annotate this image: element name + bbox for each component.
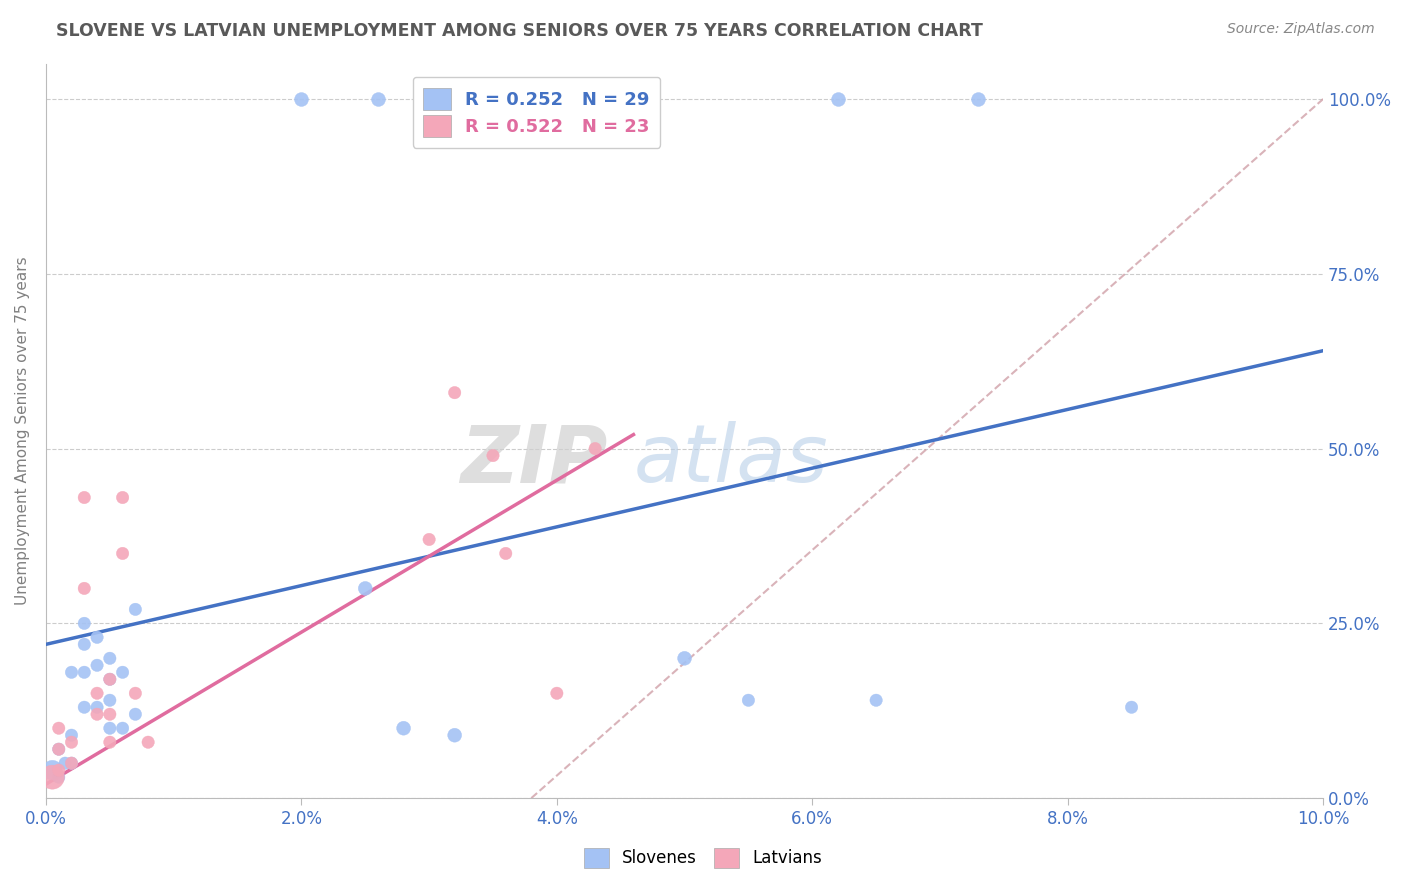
Text: Source: ZipAtlas.com: Source: ZipAtlas.com — [1227, 22, 1375, 37]
Point — [48, 770, 70, 784]
Point — [98, 693, 121, 707]
Point — [86, 631, 108, 645]
Point — [392, 721, 415, 735]
Point — [60, 756, 83, 771]
Y-axis label: Unemployment Among Seniors over 75 years: Unemployment Among Seniors over 75 years — [15, 257, 30, 606]
Point — [86, 658, 108, 673]
Point — [367, 92, 389, 106]
Point — [73, 665, 96, 680]
Point — [60, 728, 83, 742]
Point — [737, 693, 759, 707]
Point — [60, 756, 83, 771]
Text: SLOVENE VS LATVIAN UNEMPLOYMENT AMONG SENIORS OVER 75 YEARS CORRELATION CHART: SLOVENE VS LATVIAN UNEMPLOYMENT AMONG SE… — [56, 22, 983, 40]
Point — [73, 637, 96, 651]
Point — [111, 665, 134, 680]
Point — [967, 92, 990, 106]
Point — [865, 693, 887, 707]
Point — [48, 742, 70, 756]
Point — [98, 673, 121, 687]
Point — [443, 385, 465, 400]
Legend: R = 0.252   N = 29, R = 0.522   N = 23: R = 0.252 N = 29, R = 0.522 N = 23 — [412, 77, 661, 148]
Legend: Slovenes, Latvians: Slovenes, Latvians — [578, 841, 828, 875]
Point — [354, 582, 377, 596]
Point — [98, 735, 121, 749]
Point — [583, 442, 606, 456]
Point — [73, 700, 96, 714]
Point — [98, 707, 121, 722]
Point — [86, 700, 108, 714]
Point — [60, 665, 83, 680]
Point — [508, 92, 530, 106]
Point — [60, 735, 83, 749]
Point — [41, 770, 63, 784]
Text: atlas: atlas — [634, 421, 828, 500]
Point — [124, 686, 146, 700]
Point — [1121, 700, 1143, 714]
Point — [136, 735, 159, 749]
Point — [73, 616, 96, 631]
Point — [290, 92, 312, 106]
Point — [124, 602, 146, 616]
Point — [98, 721, 121, 735]
Point — [48, 763, 70, 777]
Point — [571, 92, 593, 106]
Text: ZIP: ZIP — [461, 421, 607, 500]
Point — [48, 721, 70, 735]
Point — [546, 686, 568, 700]
Point — [482, 449, 505, 463]
Point — [827, 92, 849, 106]
Point — [443, 728, 465, 742]
Point — [86, 686, 108, 700]
Point — [111, 491, 134, 505]
Point — [73, 582, 96, 596]
Point — [98, 651, 121, 665]
Point — [86, 707, 108, 722]
Point — [124, 707, 146, 722]
Point — [73, 491, 96, 505]
Point — [48, 742, 70, 756]
Point — [53, 756, 76, 771]
Point — [111, 721, 134, 735]
Point — [495, 546, 517, 560]
Point — [673, 651, 696, 665]
Point — [41, 763, 63, 777]
Point — [111, 546, 134, 560]
Point — [418, 533, 440, 547]
Point — [98, 673, 121, 687]
